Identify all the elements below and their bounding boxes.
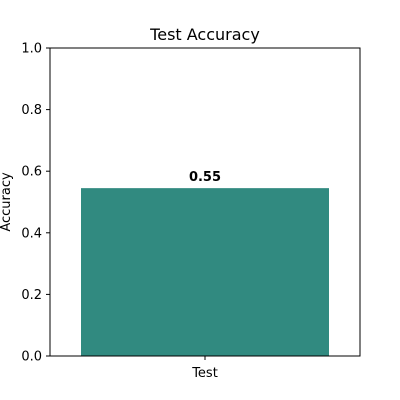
plot-frame (49, 47, 361, 357)
bar-test (81, 188, 329, 356)
x-axis-ticks: Test (191, 356, 218, 381)
bar-value-label: 0.55 (189, 170, 221, 185)
y-tick-label: 0.4 (21, 226, 42, 241)
y-tick-label: 0.6 (21, 165, 42, 180)
y-tick-label: 0.8 (21, 103, 42, 118)
bars-layer (81, 188, 329, 356)
y-axis-ticks: 0.0 0.2 0.4 0.6 0.8 1.0 (21, 42, 50, 365)
data-labels-layer: 0.55 (189, 170, 221, 185)
y-tick-label: 0.0 (21, 350, 42, 365)
y-tick-label: 0.2 (21, 288, 42, 303)
y-tick-label: 1.0 (21, 42, 42, 57)
x-tick-label: Test (191, 366, 218, 381)
chart-title: Test Accuracy (149, 25, 260, 44)
y-axis-title: Accuracy (0, 172, 14, 232)
